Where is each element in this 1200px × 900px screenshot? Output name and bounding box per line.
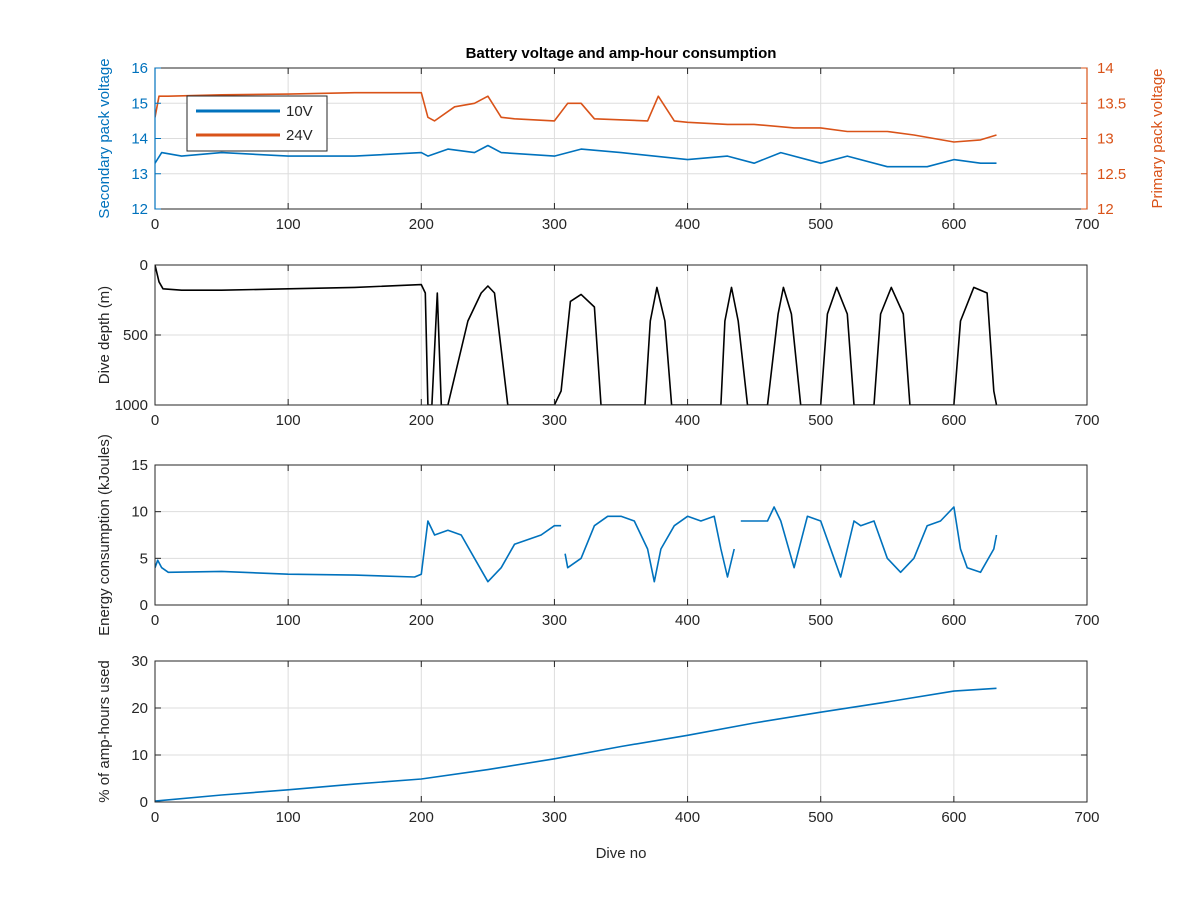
x-tick-label: 500 bbox=[808, 412, 833, 429]
y-tick-label: 10 bbox=[131, 747, 148, 764]
x-tick-label: 600 bbox=[941, 809, 966, 826]
legend-label: 24V bbox=[286, 127, 313, 144]
x-tick-label: 300 bbox=[542, 216, 567, 233]
legend-box bbox=[186, 95, 328, 152]
y-axis-label: % of amp-hours used bbox=[96, 660, 113, 803]
x-tick-label: 0 bbox=[151, 412, 159, 429]
y-right-axis-label: Primary pack voltage bbox=[1149, 68, 1166, 208]
x-tick-label: 0 bbox=[151, 216, 159, 233]
x-tick-label: 200 bbox=[409, 612, 434, 629]
x-axis-label: Dive no bbox=[596, 845, 647, 862]
y-tick-label: 0 bbox=[140, 257, 148, 274]
x-tick-label: 700 bbox=[1074, 412, 1099, 429]
y-tick-label: 0 bbox=[140, 794, 148, 811]
x-tick-label: 200 bbox=[409, 809, 434, 826]
x-tick-label: 500 bbox=[808, 612, 833, 629]
x-tick-label: 200 bbox=[409, 216, 434, 233]
x-tick-label: 400 bbox=[675, 612, 700, 629]
x-tick-label: 700 bbox=[1074, 809, 1099, 826]
y-tick-label: 12 bbox=[131, 201, 148, 218]
x-tick-label: 500 bbox=[808, 216, 833, 233]
plots: 0 100 200 300 400 500 600 70012131415161212.513… bbox=[96, 58, 1166, 862]
x-tick-label: 100 bbox=[276, 216, 301, 233]
y-tick-label: 5 bbox=[140, 550, 148, 567]
figure-title: Battery voltage and amp-hour consumption bbox=[466, 45, 777, 62]
y-right-tick-label: 12.5 bbox=[1097, 166, 1126, 183]
series-line-p2-1 bbox=[155, 265, 998, 405]
y-right-tick-label: 14 bbox=[1097, 60, 1114, 77]
x-tick-label: 500 bbox=[808, 809, 833, 826]
x-tick-label: 0 bbox=[151, 612, 159, 629]
y-tick-label: 10 bbox=[131, 504, 148, 521]
axes-box bbox=[154, 464, 1088, 606]
y-tick-label: 1000 bbox=[115, 397, 148, 414]
plot-area bbox=[155, 661, 1087, 802]
y-axis-label: Dive depth (m) bbox=[96, 286, 113, 384]
x-tick-label: 100 bbox=[276, 809, 301, 826]
x-tick-label: 600 bbox=[941, 216, 966, 233]
y-tick-label: 500 bbox=[123, 327, 148, 344]
y-axis-label: Secondary pack voltage bbox=[96, 58, 113, 218]
x-tick-label: 700 bbox=[1074, 612, 1099, 629]
series-line-p4-1 bbox=[155, 687, 997, 802]
x-tick-label: 300 bbox=[542, 412, 567, 429]
y-tick-label: 15 bbox=[131, 95, 148, 112]
series-line-p3-1 bbox=[155, 520, 562, 583]
y-tick-label: 30 bbox=[131, 653, 148, 670]
x-tick-label: 400 bbox=[675, 809, 700, 826]
y-tick-label: 14 bbox=[131, 131, 148, 148]
series-line-10V bbox=[155, 144, 997, 168]
x-tick-label: 400 bbox=[675, 216, 700, 233]
panel-4: 0 100 200 300 400 500 600 700 0 10 20 30 % of amp-ho… bbox=[96, 653, 1100, 862]
y-right-tick-label: 13.5 bbox=[1097, 95, 1126, 112]
x-tick-label: 100 bbox=[276, 612, 301, 629]
y-tick-label: 16 bbox=[131, 60, 148, 77]
y-tick-label: 0 bbox=[140, 597, 148, 614]
y-axis-label: Energy consumption (kJoules) bbox=[96, 434, 113, 636]
y-tick-label: 15 bbox=[131, 457, 148, 474]
x-tick-label: 300 bbox=[542, 809, 567, 826]
y-tick-label: 13 bbox=[131, 166, 148, 183]
x-tick-label: 600 bbox=[941, 412, 966, 429]
y-right-tick-label: 12 bbox=[1097, 201, 1114, 218]
x-tick-label: 300 bbox=[542, 612, 567, 629]
x-tick-label: 100 bbox=[276, 412, 301, 429]
x-tick-label: 400 bbox=[675, 412, 700, 429]
x-tick-label: 0 bbox=[151, 809, 159, 826]
y-right-tick-label: 13 bbox=[1097, 131, 1114, 148]
x-tick-label: 600 bbox=[941, 612, 966, 629]
series-line-24V bbox=[155, 91, 997, 143]
legend-label: 10V bbox=[286, 103, 313, 120]
axes-box bbox=[154, 660, 1088, 803]
plot-area bbox=[155, 465, 1087, 605]
series-line-p3-2 bbox=[564, 515, 735, 583]
series-line-p3-3 bbox=[740, 506, 998, 578]
y-tick-label: 20 bbox=[131, 700, 148, 717]
panel-1: 0 100 200 300 400 500 600 70012131415161212.513… bbox=[96, 58, 1166, 233]
panel-3: 0 100 200 300 400 500 600 700 0 5 10 15 Energy consu… bbox=[96, 434, 1100, 636]
x-tick-label: 200 bbox=[409, 412, 434, 429]
x-tick-label: 700 bbox=[1074, 216, 1099, 233]
